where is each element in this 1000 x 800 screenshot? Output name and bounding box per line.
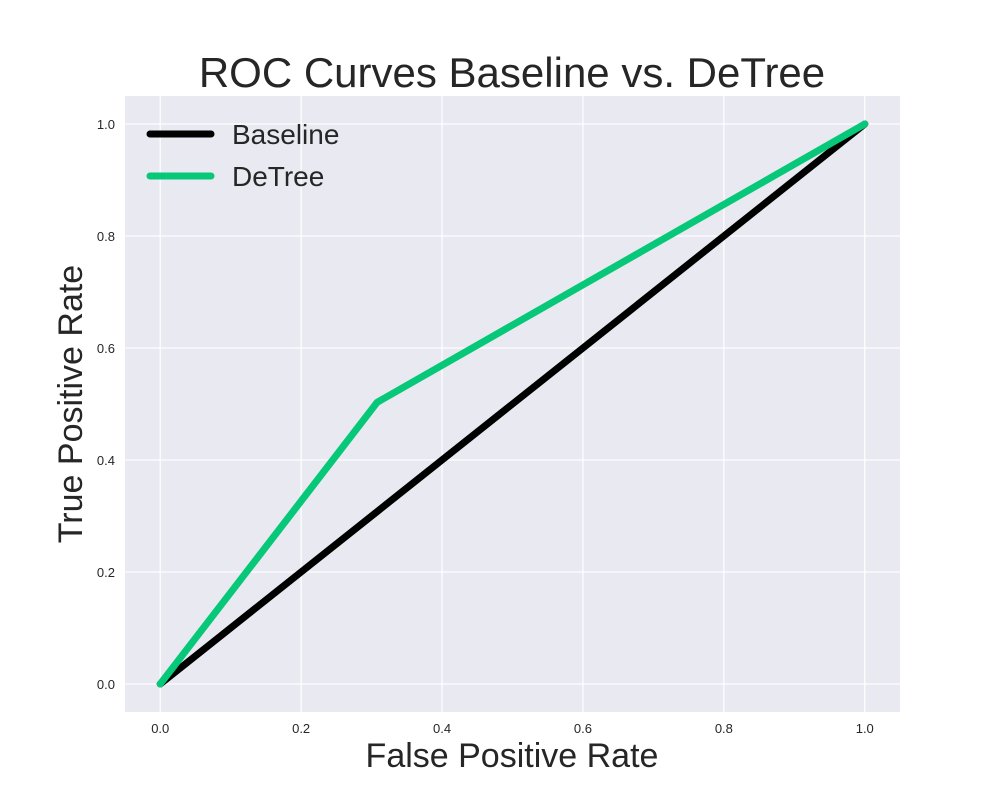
x-tick-label: 0.8	[715, 721, 733, 736]
y-tick-label: 0.8	[97, 229, 115, 244]
y-tick-label: 1.0	[97, 117, 115, 132]
series-line-detree	[156, 120, 869, 688]
x-axis-label: False Positive Rate	[366, 737, 659, 775]
series-line-baseline	[156, 120, 869, 688]
y-tick-label: 0.0	[97, 677, 115, 692]
x-tick-label: 1.0	[856, 721, 874, 736]
y-tick-label: 0.2	[97, 565, 115, 580]
series-layer	[156, 120, 869, 688]
y-axis-ticks: 0.0 0.2 0.4 0.6 0.8 1.0	[97, 117, 115, 692]
x-axis-ticks: 0.0 0.2 0.4 0.6 0.8 1.0	[151, 721, 874, 736]
x-tick-label: 0.6	[574, 721, 592, 736]
legend-label-baseline: Baseline	[232, 119, 339, 150]
x-tick-label: 0.4	[433, 721, 451, 736]
x-tick-label: 0.0	[151, 721, 169, 736]
y-tick-label: 0.6	[97, 341, 115, 356]
y-tick-label: 0.4	[97, 453, 115, 468]
y-axis-label: True Positive Rate	[52, 265, 90, 543]
legend: Baseline DeTree	[146, 119, 339, 192]
chart-title: ROC Curves Baseline vs. DeTree	[199, 49, 825, 96]
x-tick-label: 0.2	[292, 721, 310, 736]
legend-label-detree: DeTree	[232, 161, 324, 192]
grid	[125, 96, 900, 712]
